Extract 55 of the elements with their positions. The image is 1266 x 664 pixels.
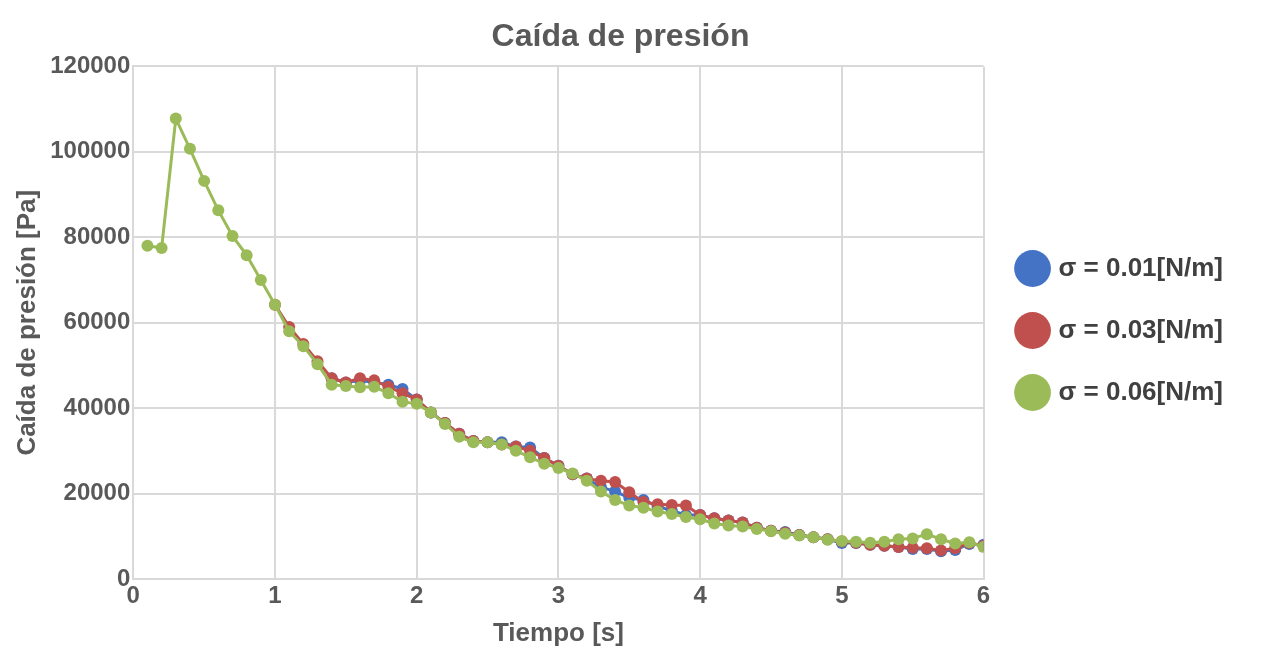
- point: [382, 387, 395, 400]
- point: [637, 501, 650, 514]
- point: [183, 142, 196, 155]
- point: [410, 397, 423, 410]
- point: [679, 499, 692, 512]
- point: [509, 444, 522, 457]
- point: [665, 508, 678, 521]
- y-tick-label: 60000: [63, 307, 131, 335]
- point: [623, 499, 636, 512]
- point: [935, 533, 948, 546]
- x-tick-label: 5: [835, 581, 849, 609]
- x-tick-label: 6: [976, 581, 991, 609]
- point: [226, 229, 239, 242]
- x-tick-label: 4: [693, 581, 708, 609]
- legend-label: σ = 0.06[N/m]: [1058, 375, 1224, 406]
- y-tick-label: 100000: [50, 136, 131, 164]
- point: [538, 457, 551, 470]
- x-tick-label: 3: [551, 581, 566, 609]
- y-tick-label: 120000: [50, 51, 131, 79]
- y-tick-label: 40000: [63, 392, 131, 420]
- point: [878, 535, 891, 548]
- point: [609, 493, 622, 506]
- point: [609, 476, 622, 489]
- point: [722, 519, 735, 532]
- point: [198, 174, 211, 187]
- x-tick-label: 1: [268, 581, 282, 609]
- x-tick-label: 2: [410, 581, 424, 609]
- point: [708, 517, 721, 530]
- point: [240, 249, 253, 262]
- legend-label: σ = 0.01[N/m]: [1058, 251, 1224, 282]
- point: [623, 486, 636, 499]
- point: [212, 204, 225, 217]
- point: [396, 395, 409, 408]
- y-tick-label: 20000: [63, 478, 131, 506]
- point: [651, 505, 664, 518]
- chart-title: Caída de presión: [491, 17, 750, 54]
- point: [169, 112, 182, 125]
- point: [949, 537, 962, 550]
- point: [736, 520, 749, 533]
- point: [694, 513, 707, 526]
- point: [354, 381, 367, 394]
- legend-label: σ = 0.03[N/m]: [1058, 313, 1224, 344]
- point: [524, 451, 537, 464]
- point: [892, 533, 905, 546]
- point: [141, 239, 154, 252]
- y-tick-label: 80000: [63, 221, 131, 249]
- point: [283, 325, 296, 338]
- point: [155, 241, 168, 254]
- point: [325, 378, 338, 391]
- point: [368, 380, 381, 393]
- x-axis-title: Tiempo [s]: [492, 616, 624, 647]
- point: [920, 528, 933, 541]
- point: [906, 532, 919, 545]
- y-axis-title: Caída de presión [Pa]: [10, 189, 41, 456]
- point: [254, 273, 267, 286]
